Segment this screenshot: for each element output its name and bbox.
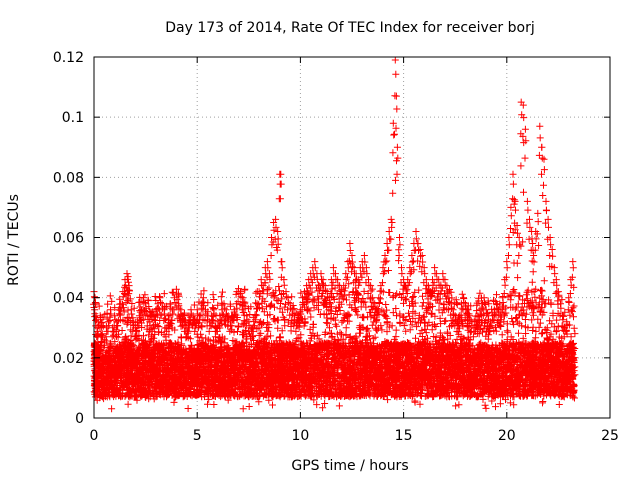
y-tick-label: 0.04 bbox=[53, 291, 84, 307]
y-tick-label: 0.08 bbox=[53, 170, 84, 186]
y-tick-label: 0 bbox=[75, 411, 84, 427]
x-tick-label: 20 bbox=[498, 428, 516, 444]
y-tick-label: 0.02 bbox=[53, 351, 84, 367]
roti-points bbox=[90, 56, 579, 413]
x-tick-label: 5 bbox=[193, 428, 202, 444]
x-tick-labels: 0 5 10 15 20 25 bbox=[90, 428, 619, 444]
y-tick-labels: 0 0.02 0.04 0.06 0.08 0.1 0.12 bbox=[53, 50, 84, 427]
x-axis-label: GPS time / hours bbox=[291, 458, 408, 474]
data-points bbox=[90, 56, 579, 413]
y-tick-label: 0.1 bbox=[62, 110, 84, 126]
axis-ticks bbox=[93, 56, 611, 419]
x-tick-label: 15 bbox=[395, 428, 413, 444]
x-tick-label: 0 bbox=[90, 428, 99, 444]
x-tick-label: 10 bbox=[291, 428, 309, 444]
y-tick-label: 0.12 bbox=[53, 50, 84, 66]
x-tick-label: 25 bbox=[601, 428, 619, 444]
chart-title: Day 173 of 2014, Rate Of TEC Index for r… bbox=[165, 20, 534, 36]
y-tick-label: 0.06 bbox=[53, 231, 84, 247]
y-axis-label: ROTI / TECUs bbox=[6, 194, 22, 286]
